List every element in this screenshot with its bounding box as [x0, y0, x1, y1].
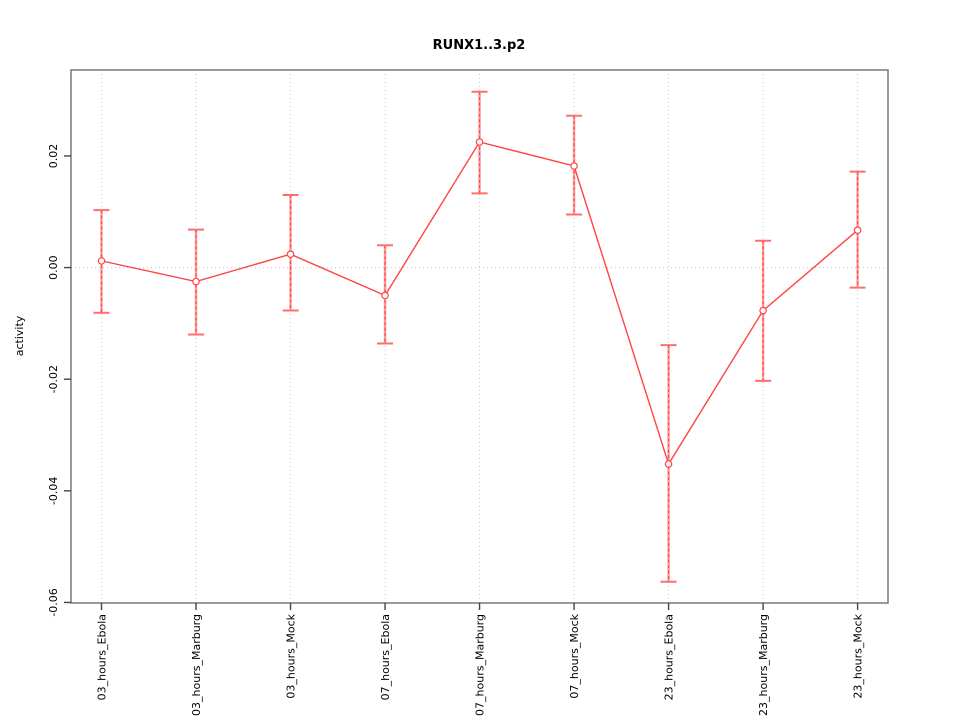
data-point-marker	[475, 138, 484, 146]
data-point-marker	[759, 306, 767, 315]
y-tick-label: -0.04	[47, 477, 60, 505]
y-axis-title: activity	[13, 315, 26, 356]
y-tick-label: 0.00	[47, 255, 60, 280]
x-tick-label: 07_hours_Marburg	[473, 614, 486, 716]
data-point-marker	[192, 277, 200, 286]
data-point-marker	[853, 226, 862, 234]
x-tick-label: 03_hours_Mock	[284, 613, 297, 698]
data-point-marker	[286, 250, 295, 258]
data-point-marker	[664, 460, 673, 468]
chart-title: RUNX1..3.p2	[433, 38, 526, 53]
x-tick-label: 23_hours_Marburg	[757, 614, 770, 716]
x-tick-label: 23_hours_Mock	[851, 613, 864, 698]
y-tick-label: -0.02	[47, 365, 60, 393]
y-tick-label: -0.06	[47, 588, 60, 616]
data-point-marker	[381, 291, 389, 300]
x-tick-label: 03_hours_Ebola	[95, 614, 108, 700]
x-tick-label: 07_hours_Mock	[568, 613, 581, 698]
x-tick-label: 07_hours_Ebola	[379, 614, 392, 700]
data-point-marker	[570, 162, 578, 170]
x-tick-label: 23_hours_Ebola	[662, 614, 675, 700]
chart-generated-content: 0.02 0.00 -0.02 -0.04 -0.06 03_hours_Ebola 03_…	[47, 69, 889, 716]
x-tick-label: 03_hours_Marburg	[190, 614, 203, 716]
y-tick-label: 0.02	[47, 144, 60, 169]
data-point-marker	[97, 257, 106, 265]
